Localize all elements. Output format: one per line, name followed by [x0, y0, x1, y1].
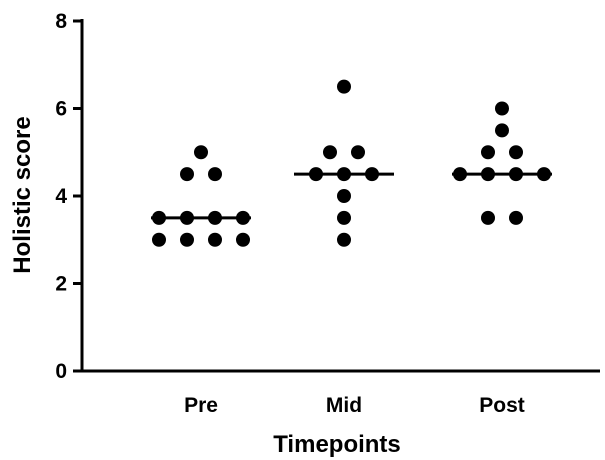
data-point: [180, 232, 194, 247]
data-point: [236, 232, 250, 247]
y-tick-label: 4: [55, 185, 67, 208]
data-point: [337, 79, 351, 94]
data-point: [509, 210, 523, 225]
y-tick-label: 0: [55, 360, 67, 383]
y-tick-label: 6: [55, 98, 67, 121]
data-point: [337, 210, 351, 225]
data-point: [180, 167, 194, 182]
data-point: [481, 210, 495, 225]
data-point: [337, 189, 351, 203]
chart-marks: [151, 79, 552, 247]
data-point: [323, 145, 337, 160]
x-tick-label: Mid: [326, 394, 362, 417]
data-point: [481, 145, 495, 160]
y-tick-label: 2: [55, 273, 67, 296]
data-point: [351, 145, 365, 160]
x-axis-tick-labels: Pre Mid Post: [184, 394, 525, 417]
y-axis-ticks: 0 2 4 6 8: [55, 10, 82, 383]
data-point: [152, 232, 166, 247]
y-tick-label: 8: [55, 10, 67, 33]
x-axis-title: Timepoints: [273, 431, 401, 458]
data-point: [509, 145, 523, 160]
y-axis-title: Holistic score: [9, 116, 36, 273]
x-tick-label: Pre: [184, 394, 218, 417]
data-point: [194, 145, 208, 160]
data-point: [495, 101, 509, 116]
data-point: [337, 232, 351, 247]
data-point: [208, 232, 222, 247]
data-point: [208, 167, 222, 182]
x-tick-label: Post: [479, 394, 525, 417]
data-point: [495, 123, 509, 138]
